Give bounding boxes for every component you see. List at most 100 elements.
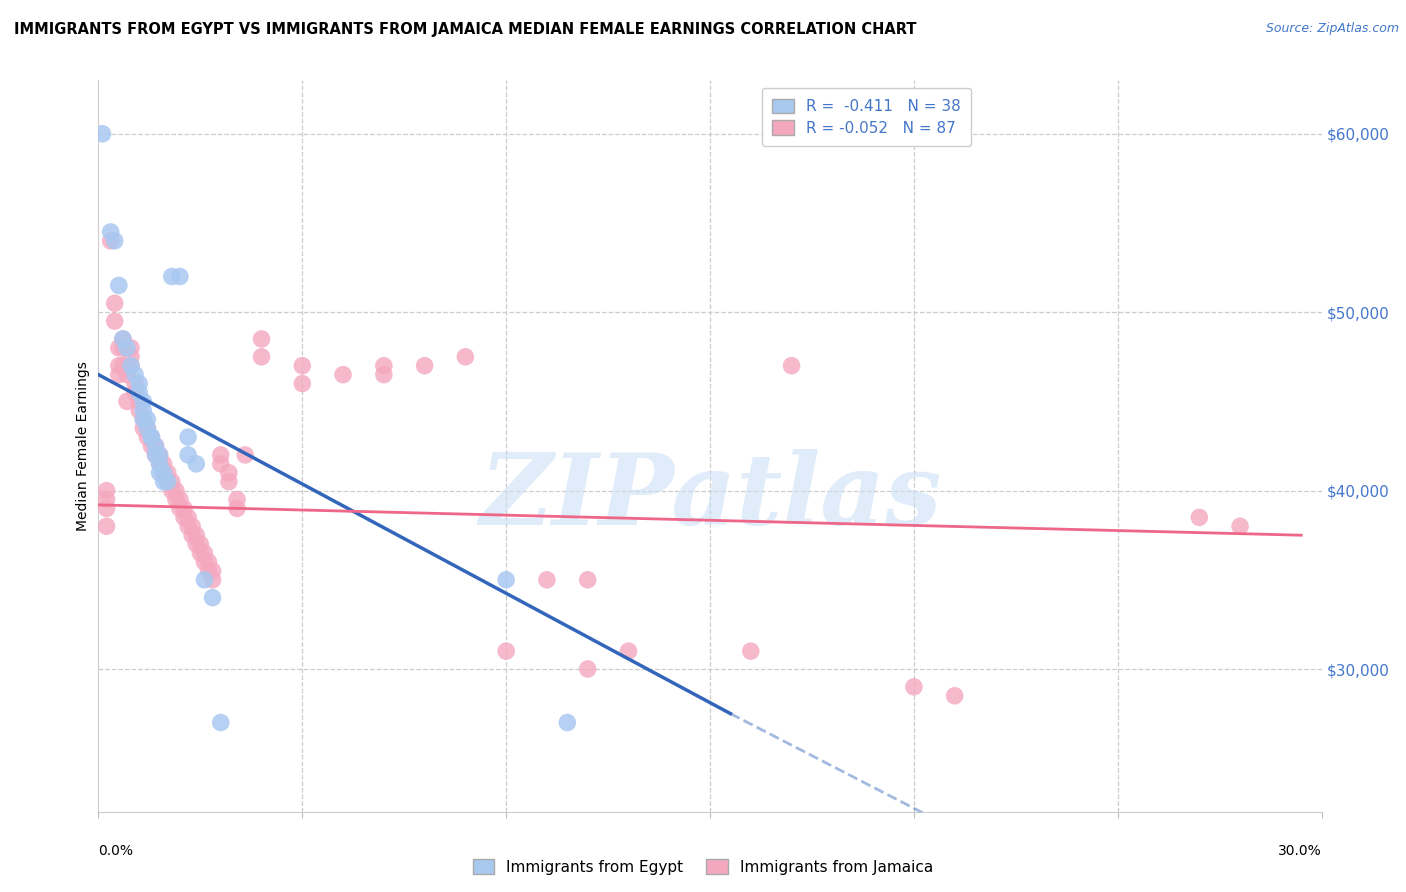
Point [91, 127, 114, 141]
Point [173, 510, 195, 524]
Point [152, 457, 174, 471]
Point [132, 403, 155, 417]
Legend: R =  -0.411   N = 38, R = -0.052   N = 87: R = -0.411 N = 38, R = -0.052 N = 87 [762, 88, 972, 146]
Point [160, 483, 183, 498]
Point [156, 466, 179, 480]
Point [903, 680, 925, 694]
Point [96, 492, 118, 507]
Point [108, 368, 131, 382]
Point [108, 341, 131, 355]
Point [156, 475, 179, 489]
Point [209, 448, 232, 462]
Point [373, 368, 395, 382]
Point [495, 644, 517, 658]
Y-axis label: Median Female Earnings: Median Female Earnings [76, 361, 90, 531]
Point [173, 501, 195, 516]
Point [188, 546, 212, 560]
Point [149, 457, 172, 471]
Point [165, 492, 187, 507]
Point [108, 359, 131, 373]
Point [186, 457, 208, 471]
Point [495, 573, 517, 587]
Point [218, 475, 240, 489]
Point [197, 564, 219, 578]
Point [96, 501, 118, 516]
Point [128, 394, 150, 409]
Point [115, 341, 138, 355]
Point [1188, 510, 1211, 524]
Point [177, 430, 200, 444]
Point [136, 421, 159, 435]
Point [169, 269, 191, 284]
Point [177, 519, 200, 533]
Point [291, 359, 314, 373]
Point [132, 412, 155, 426]
Point [100, 225, 122, 239]
Point [740, 644, 762, 658]
Text: 0.0%: 0.0% [98, 844, 134, 858]
Point [250, 350, 273, 364]
Text: 30.0%: 30.0% [1278, 844, 1322, 858]
Point [454, 350, 477, 364]
Point [149, 466, 172, 480]
Point [152, 475, 174, 489]
Point [128, 403, 150, 417]
Point [373, 359, 395, 373]
Point [177, 510, 200, 524]
Point [169, 501, 191, 516]
Point [152, 466, 174, 480]
Point [149, 448, 172, 462]
Point [141, 430, 163, 444]
Point [120, 359, 142, 373]
Point [141, 439, 163, 453]
Point [145, 439, 167, 453]
Point [124, 376, 146, 391]
Point [233, 448, 256, 462]
Point [145, 439, 167, 453]
Point [136, 412, 159, 426]
Point [132, 421, 155, 435]
Point [226, 492, 249, 507]
Point [165, 483, 187, 498]
Point [128, 376, 150, 391]
Point [111, 332, 134, 346]
Point [141, 430, 163, 444]
Point [136, 421, 159, 435]
Point [576, 573, 599, 587]
Point [120, 350, 142, 364]
Point [209, 457, 232, 471]
Point [188, 537, 212, 551]
Point [156, 475, 179, 489]
Point [141, 430, 163, 444]
Point [226, 501, 249, 516]
Point [250, 332, 273, 346]
Point [186, 528, 208, 542]
Text: Source: ZipAtlas.com: Source: ZipAtlas.com [1265, 22, 1399, 36]
Point [177, 448, 200, 462]
Point [780, 359, 803, 373]
Point [132, 412, 155, 426]
Legend: Immigrants from Egypt, Immigrants from Jamaica: Immigrants from Egypt, Immigrants from J… [465, 852, 941, 882]
Point [152, 466, 174, 480]
Point [413, 359, 436, 373]
Point [557, 715, 579, 730]
Point [120, 359, 142, 373]
Point [124, 368, 146, 382]
Point [201, 591, 224, 605]
Point [160, 269, 183, 284]
Point [128, 385, 150, 400]
Point [96, 519, 118, 533]
Point [201, 564, 224, 578]
Point [104, 314, 127, 328]
Point [149, 457, 172, 471]
Point [193, 573, 215, 587]
Point [104, 234, 127, 248]
Text: ZIPatlas: ZIPatlas [479, 449, 941, 545]
Point [145, 448, 167, 462]
Point [115, 394, 138, 409]
Point [108, 278, 131, 293]
Point [111, 341, 134, 355]
Point [617, 644, 640, 658]
Point [115, 368, 138, 382]
Point [136, 430, 159, 444]
